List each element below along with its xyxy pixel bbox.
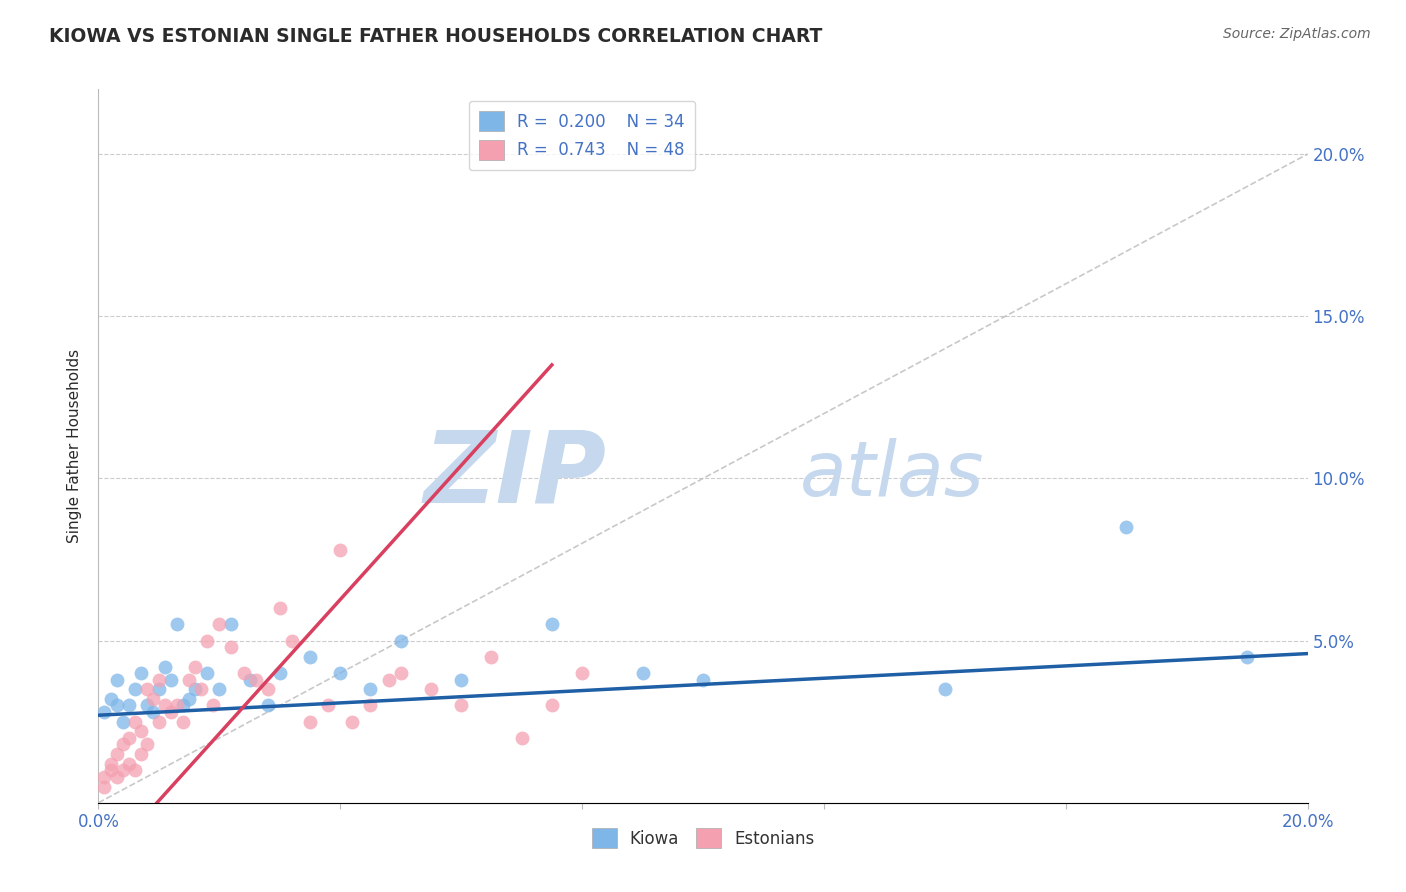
Point [571, 666, 593, 681]
Point [118, 731, 141, 745]
Point [329, 542, 352, 557]
Point [124, 682, 146, 697]
Point [111, 764, 134, 778]
Point [153, 659, 176, 673]
Point [420, 682, 443, 697]
Point [281, 633, 304, 648]
Point [100, 764, 122, 778]
Point [142, 705, 165, 719]
Point [256, 698, 278, 713]
Point [208, 617, 231, 632]
Point [135, 682, 157, 697]
Point [934, 682, 956, 697]
Point [481, 649, 503, 664]
Point [166, 698, 188, 713]
Point [148, 682, 170, 697]
Point [221, 640, 243, 654]
Point [153, 698, 176, 713]
Point [389, 666, 412, 681]
Point [129, 747, 152, 761]
Point [111, 738, 134, 752]
Point [135, 738, 157, 752]
Point [1236, 649, 1258, 664]
Point [195, 633, 218, 648]
Point [142, 692, 165, 706]
Point [160, 705, 183, 719]
Point [316, 698, 339, 713]
Point [299, 714, 322, 729]
Point [135, 698, 157, 713]
Point [124, 714, 146, 729]
Point [100, 692, 122, 706]
Text: atlas: atlas [800, 438, 984, 511]
Point [93, 770, 115, 784]
Point [179, 692, 201, 706]
Point [450, 698, 472, 713]
Point [239, 673, 262, 687]
Point [124, 764, 146, 778]
Point [377, 673, 399, 687]
Point [105, 698, 128, 713]
Point [540, 617, 562, 632]
Point [540, 698, 562, 713]
Point [118, 756, 141, 771]
Point [269, 666, 291, 681]
Point [148, 673, 170, 687]
Point [129, 724, 152, 739]
Point [299, 649, 322, 664]
Text: ZIP: ZIP [423, 426, 606, 523]
Point [105, 673, 128, 687]
Point [166, 617, 188, 632]
Point [105, 747, 128, 761]
Point [221, 617, 243, 632]
Point [269, 601, 291, 615]
Legend: Kiowa, Estonians: Kiowa, Estonians [585, 822, 821, 855]
Point [1115, 520, 1137, 534]
Point [184, 659, 207, 673]
Point [232, 666, 254, 681]
Point [342, 714, 364, 729]
Point [360, 682, 382, 697]
Point [129, 666, 152, 681]
Point [631, 666, 654, 681]
Point [389, 633, 412, 648]
Point [329, 666, 352, 681]
Point [160, 673, 183, 687]
Point [195, 666, 218, 681]
Point [202, 698, 225, 713]
Point [360, 698, 382, 713]
Point [256, 682, 278, 697]
Point [692, 673, 714, 687]
Point [179, 673, 201, 687]
Text: Source: ZipAtlas.com: Source: ZipAtlas.com [1223, 27, 1371, 41]
Point [190, 682, 212, 697]
Point [148, 714, 170, 729]
Point [100, 756, 122, 771]
Point [208, 682, 231, 697]
Point [184, 682, 207, 697]
Point [118, 698, 141, 713]
Point [172, 698, 194, 713]
Y-axis label: Single Father Households: Single Father Households [67, 349, 83, 543]
Point [93, 705, 115, 719]
Point [105, 770, 128, 784]
Point [450, 673, 472, 687]
Point [111, 714, 134, 729]
Point [93, 780, 115, 794]
Point [172, 714, 194, 729]
Text: KIOWA VS ESTONIAN SINGLE FATHER HOUSEHOLDS CORRELATION CHART: KIOWA VS ESTONIAN SINGLE FATHER HOUSEHOL… [49, 27, 823, 45]
Point [245, 673, 267, 687]
Point [510, 731, 533, 745]
